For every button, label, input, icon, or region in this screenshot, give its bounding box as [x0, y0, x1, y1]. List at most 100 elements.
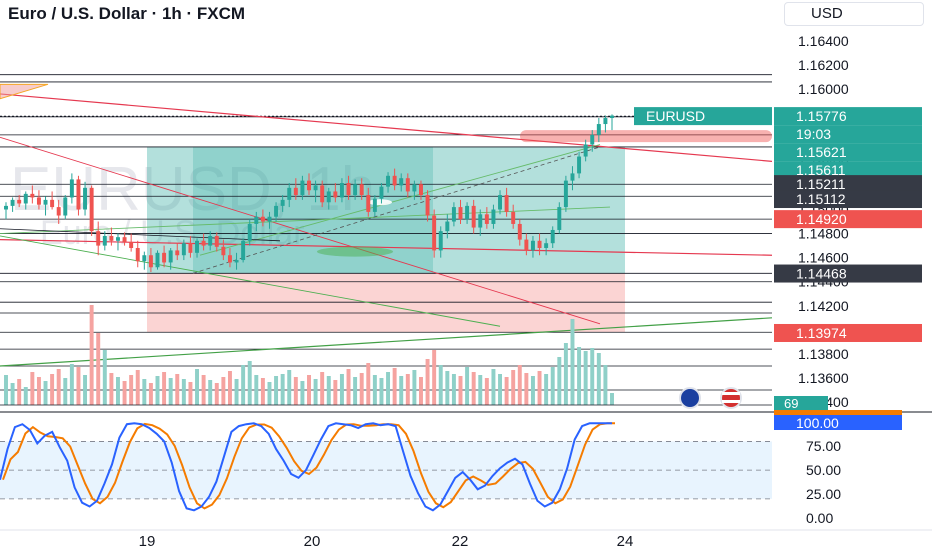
- volume-bar: [570, 319, 575, 405]
- volume-bar: [17, 379, 22, 405]
- volume-bar: [339, 374, 344, 405]
- candle: [254, 211, 259, 232]
- candle-body: [69, 179, 74, 198]
- volume-bar: [241, 365, 246, 405]
- price-label-badge: 1.15621: [774, 143, 922, 162]
- volume-bar: [83, 375, 88, 405]
- candle-body: [577, 156, 582, 174]
- us-flag-icon: [720, 387, 742, 409]
- candle: [372, 195, 377, 217]
- stoch-tick-label: 25.00: [806, 486, 841, 502]
- trendline-green-diagonal: [0, 235, 501, 327]
- stoch-k-badge: 100.00: [774, 415, 902, 431]
- volume-bar: [419, 377, 423, 405]
- candle: [89, 185, 94, 236]
- candle: [524, 233, 529, 256]
- volume-bar: [4, 375, 8, 405]
- candle-body: [168, 250, 173, 263]
- candle-body: [155, 252, 160, 268]
- price-label-bg: [774, 323, 922, 342]
- time-tick-label: 22: [452, 533, 469, 550]
- candle-body: [129, 241, 134, 249]
- trendline-red-upper: [0, 93, 772, 162]
- candle: [201, 233, 206, 251]
- stoch-k-text: 100.00: [796, 415, 839, 431]
- candle: [577, 151, 582, 179]
- candle: [260, 209, 265, 227]
- volume-bar: [557, 357, 562, 405]
- candle-body: [530, 240, 535, 251]
- candle-body: [484, 214, 489, 224]
- candle: [399, 173, 404, 192]
- candle: [438, 226, 443, 258]
- volume-bar: [471, 372, 476, 405]
- candle-body: [247, 223, 252, 241]
- candle-body: [511, 211, 516, 224]
- stoch-tick-label: 0.00: [806, 510, 833, 526]
- volume-value-bg: [774, 396, 828, 410]
- volume-bar: [50, 374, 55, 405]
- trendline-black: [0, 228, 281, 242]
- candle: [379, 183, 384, 204]
- position-entry-line: [192, 146, 601, 274]
- candle-body: [320, 185, 325, 203]
- volume-bar: [577, 347, 582, 405]
- volume-bar: [221, 377, 226, 405]
- candle-body: [563, 180, 568, 208]
- price-label-bg: [774, 175, 922, 194]
- candle: [122, 232, 127, 246]
- volume-bar: [544, 374, 549, 405]
- volume-bar: [175, 374, 180, 405]
- volume-bar: [10, 383, 15, 405]
- volume-bar: [76, 367, 81, 405]
- stoch-tick-label: 50.00: [806, 462, 841, 478]
- candle-body: [175, 250, 180, 256]
- candle: [366, 187, 371, 217]
- candle: [498, 190, 502, 215]
- candle-body: [491, 209, 496, 224]
- corner-zone: [0, 83, 49, 100]
- price-tick-label: 1.16000: [798, 81, 849, 97]
- candle-body: [148, 255, 153, 268]
- candle: [247, 219, 252, 246]
- currency-selector[interactable]: USD: [784, 2, 924, 26]
- volume-bar: [524, 373, 529, 405]
- candle-body: [234, 260, 239, 263]
- candle: [96, 221, 101, 256]
- candle-body: [63, 197, 68, 216]
- volume-bar: [563, 343, 568, 405]
- highlight-ellipse-green: [317, 246, 393, 257]
- candle-body: [451, 207, 456, 222]
- candle-body: [102, 235, 107, 246]
- candle-body: [195, 240, 199, 253]
- candle: [432, 209, 437, 258]
- volume-bar: [478, 375, 483, 405]
- candle: [10, 197, 15, 212]
- price-label-text: 19:03: [796, 126, 831, 142]
- candle-body: [36, 197, 41, 205]
- price-tick-label: 1.14600: [798, 250, 849, 266]
- candle: [491, 204, 496, 229]
- highlight-ellipse-white: [368, 199, 392, 206]
- candle-body: [83, 187, 88, 210]
- candle-body: [23, 193, 28, 204]
- candle: [208, 231, 213, 251]
- volume-bar: [300, 381, 305, 405]
- volume-bar: [102, 350, 107, 405]
- stoch-d-line: [2, 422, 615, 510]
- candle-body: [379, 186, 384, 199]
- candle-body: [280, 199, 285, 206]
- price-label-badge: 1.15112: [774, 190, 922, 209]
- volume-bar: [135, 370, 140, 405]
- candle: [326, 187, 331, 210]
- time-tick-label: 24: [617, 533, 634, 550]
- candle-body: [89, 187, 94, 232]
- volume-bar: [320, 372, 325, 405]
- price-label-badge: EURUSD: [634, 107, 772, 126]
- price-pane: [0, 74, 772, 409]
- volume-bar: [129, 375, 134, 405]
- volume-bar: [287, 370, 292, 405]
- candle-body: [359, 184, 364, 196]
- candle: [181, 239, 186, 261]
- candle: [392, 168, 397, 191]
